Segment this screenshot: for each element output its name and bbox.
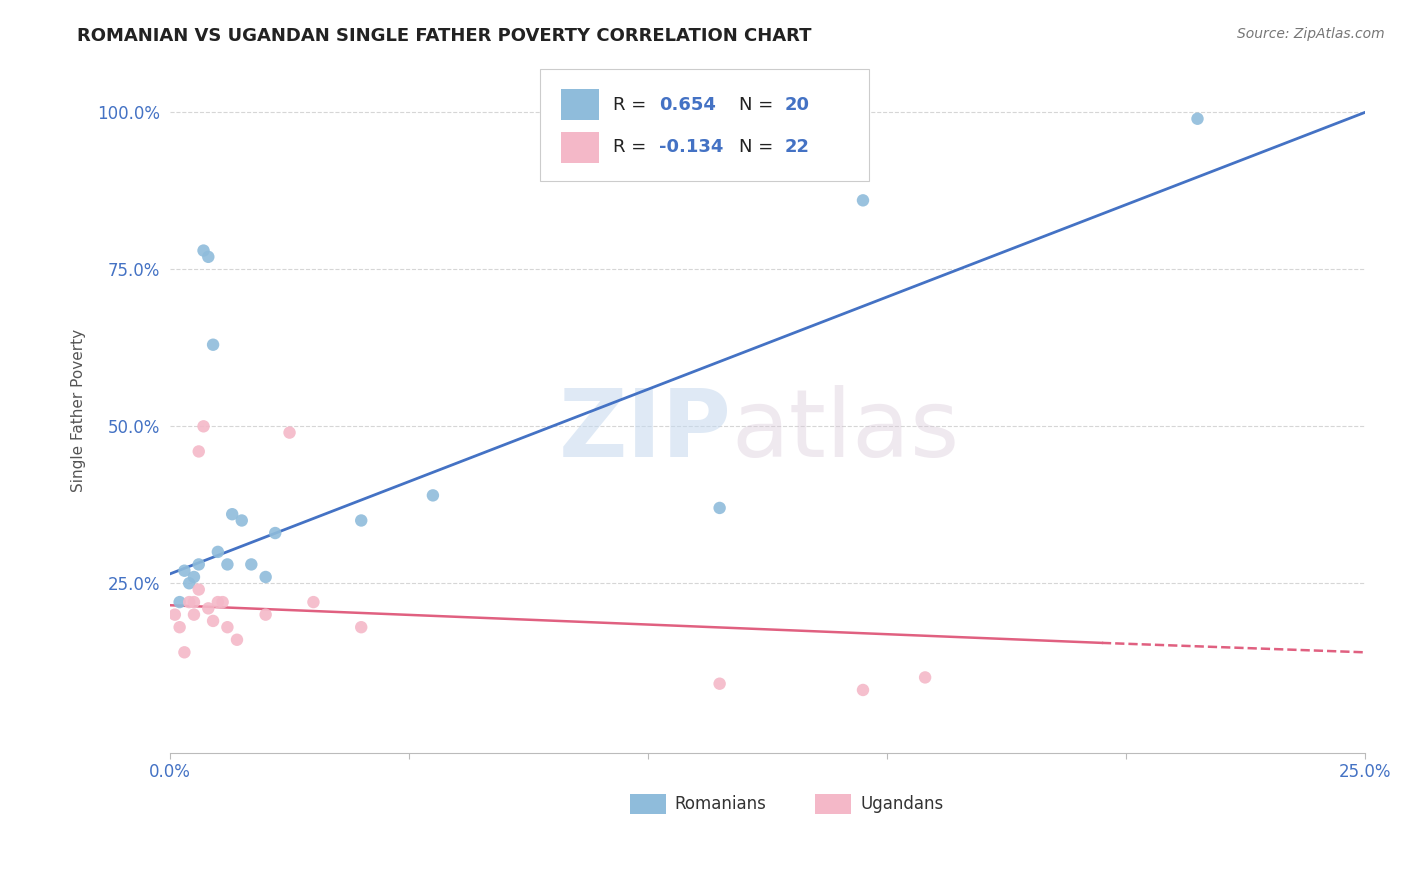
Text: ZIP: ZIP <box>558 385 731 477</box>
Text: Ugandans: Ugandans <box>860 795 943 814</box>
Point <box>183 570 205 584</box>
Text: 0.654: 0.654 <box>658 95 716 114</box>
Point <box>231 514 253 528</box>
Point <box>202 614 225 628</box>
FancyBboxPatch shape <box>561 89 599 120</box>
Point <box>193 244 215 258</box>
Point <box>350 620 373 634</box>
Point <box>183 595 205 609</box>
Point <box>173 564 195 578</box>
Text: N =: N = <box>738 95 779 114</box>
Text: ROMANIAN VS UGANDAN SINGLE FATHER POVERTY CORRELATION CHART: ROMANIAN VS UGANDAN SINGLE FATHER POVERT… <box>77 27 811 45</box>
Point <box>254 570 277 584</box>
Text: atlas: atlas <box>731 385 960 477</box>
Point <box>173 645 195 659</box>
Text: R =: R = <box>613 95 652 114</box>
Point <box>179 595 201 609</box>
FancyBboxPatch shape <box>630 794 666 814</box>
Point <box>163 607 186 622</box>
FancyBboxPatch shape <box>815 794 851 814</box>
Point <box>852 194 875 208</box>
Point <box>240 558 263 572</box>
Point <box>179 576 201 591</box>
Point <box>187 558 209 572</box>
Point <box>254 607 277 622</box>
Point <box>211 595 233 609</box>
Point <box>217 620 239 634</box>
Point <box>217 558 239 572</box>
Point <box>264 526 287 541</box>
Point <box>207 595 229 609</box>
Point <box>187 444 209 458</box>
Point <box>169 595 191 609</box>
Point <box>302 595 325 609</box>
Point <box>709 500 731 515</box>
Point <box>183 607 205 622</box>
Point <box>207 545 229 559</box>
Text: Romanians: Romanians <box>675 795 766 814</box>
Point <box>197 601 219 615</box>
Point <box>350 514 373 528</box>
Point <box>278 425 301 440</box>
Text: 20: 20 <box>785 95 808 114</box>
Point <box>226 632 249 647</box>
Point <box>914 670 936 684</box>
Point <box>1187 112 1209 126</box>
FancyBboxPatch shape <box>561 132 599 162</box>
Point <box>187 582 209 597</box>
Point <box>169 620 191 634</box>
Y-axis label: Single Father Poverty: Single Father Poverty <box>72 329 86 492</box>
Point <box>197 250 219 264</box>
Text: 22: 22 <box>785 138 808 156</box>
Point <box>202 337 225 351</box>
Text: N =: N = <box>738 138 779 156</box>
Text: R =: R = <box>613 138 652 156</box>
FancyBboxPatch shape <box>540 69 869 181</box>
Text: -0.134: -0.134 <box>658 138 723 156</box>
Point <box>852 683 875 698</box>
Text: Source: ZipAtlas.com: Source: ZipAtlas.com <box>1237 27 1385 41</box>
Point <box>193 419 215 434</box>
Point <box>709 676 731 690</box>
Point <box>422 488 444 502</box>
Point <box>221 507 243 521</box>
